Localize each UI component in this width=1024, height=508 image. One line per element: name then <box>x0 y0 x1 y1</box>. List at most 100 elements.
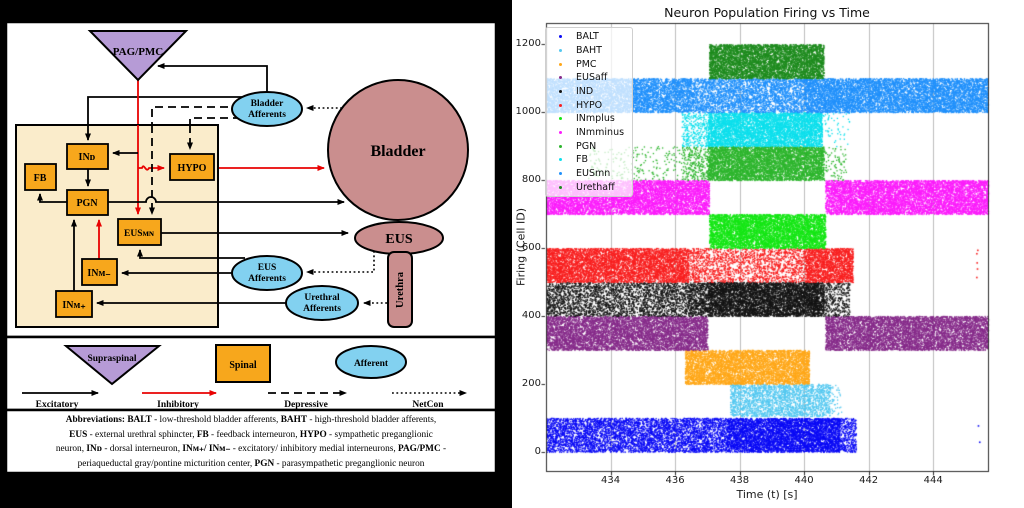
supraspinal-legend-label: Supraspinal <box>87 354 136 364</box>
legend-marker-icon <box>559 48 562 52</box>
connectors-inner <box>37 125 218 306</box>
legend-marker-icon <box>559 185 562 189</box>
edge-bladderaff-to-pagpmc <box>157 63 268 92</box>
x-axis-label: Time (t) [s] <box>736 488 798 501</box>
x-tick-label: 444 <box>923 475 943 486</box>
abbreviation-line: periaqueductal gray/pontine micturition … <box>77 458 425 469</box>
legend-item: INmplus <box>546 112 632 125</box>
fb-node <box>24 163 57 191</box>
y-tick-label: 1200 <box>515 38 541 50</box>
bladder-afferents-node <box>231 91 303 127</box>
edge-eusaff-to-eusmn-inner <box>137 249 218 259</box>
bladder-node <box>327 79 469 221</box>
abbreviation-line: neuron, INᴅ - dorsal interneuron, INᴍ₊/ … <box>55 444 447 454</box>
hypo-label: HYPO <box>178 163 207 174</box>
ind-node <box>66 143 109 170</box>
urethral-afferents-label-1: Urethral <box>304 293 340 303</box>
eusmn-node <box>117 218 162 246</box>
spinal-legend-label: Spinal <box>229 360 256 371</box>
eus-label: EUS <box>385 232 412 247</box>
legend-label: INmminus <box>576 126 625 138</box>
legend-label: EUSaff <box>576 72 608 84</box>
afferent-legend-shape <box>335 345 407 379</box>
depressive-legend-label: Depressive <box>284 400 328 410</box>
raster-plot-panel: Neuron Population Firing vs Time Time (t… <box>512 0 1024 508</box>
legend-label: BALT <box>576 31 599 43</box>
eusmn-label: EUSᴍɴ <box>124 229 154 239</box>
legend-item: EUSaff <box>546 71 632 84</box>
edge-pgn-to-fb-inner <box>37 193 67 203</box>
legend-item: FB <box>546 153 632 166</box>
legend-marker-icon <box>559 103 562 107</box>
legend-label: Urethaff <box>576 181 615 193</box>
legend-marker-icon <box>559 130 562 134</box>
legend-label: PMC <box>576 58 597 70</box>
legend-marker-icon <box>559 144 562 148</box>
interneuron-boxes: INᴅ FB PGN HYPO EUSᴍɴ INᴍ₋ INᴍ₊ <box>24 143 215 318</box>
hypo-node <box>169 153 215 181</box>
pgn-node <box>66 189 109 216</box>
inm-minus-label: INᴍ₋ <box>87 268 110 279</box>
x-tick-label: 442 <box>859 475 879 486</box>
legend-item: Urethaff <box>546 181 632 194</box>
bladder-afferents-label-2: Afferents <box>248 110 286 120</box>
edge-pgn-to-bladder-inner <box>108 196 218 203</box>
x-tick-label: 436 <box>665 475 685 486</box>
abbreviations-frame <box>4 408 498 475</box>
circuit-diagram: PAG/PMC Bladder Afferents Bladder EUS Ur… <box>4 22 498 475</box>
urethra-label: Urethra <box>395 271 406 308</box>
legend-marker-icon <box>559 117 562 121</box>
inm-minus-node <box>81 258 118 286</box>
urethral-afferents-node <box>285 285 359 321</box>
bladder-afferents-label-1: Bladder <box>251 99 285 109</box>
abbreviation-line: EUS - external urethral sphincter, FB - … <box>69 429 433 440</box>
y-tick-label: 600 <box>521 241 541 253</box>
inhibitory-legend-label: Inhibitory <box>157 400 199 410</box>
abbreviation-line: Abbreviations: BALT - low-threshold blad… <box>65 415 437 425</box>
y-tick-label: 400 <box>521 309 541 321</box>
pgn-label: PGN <box>76 198 98 209</box>
legend-marker-icon <box>559 89 562 93</box>
y-tick-label: 800 <box>521 173 541 185</box>
circuit-diagram-panel: PAG/PMC Bladder Afferents Bladder EUS Ur… <box>4 22 498 475</box>
pag-pmc-label: PAG/PMC <box>113 46 164 58</box>
eus-afferents-node <box>231 255 303 291</box>
y-tick-label: 0 <box>534 445 541 457</box>
legend-item: IND <box>546 85 632 98</box>
inm-plus-node <box>55 290 93 318</box>
legend-label: INmplus <box>576 113 615 125</box>
y-tick-label: 200 <box>521 377 541 389</box>
bladder-label: Bladder <box>370 143 425 160</box>
spinal-legend-shape <box>215 344 271 383</box>
legend-marker-icon <box>559 76 562 80</box>
legend-item: HYPO <box>546 99 632 112</box>
legend-label: BAHT <box>576 44 602 56</box>
ind-label: INᴅ <box>79 152 96 163</box>
x-tick-label: 438 <box>730 475 750 486</box>
supraspinal-legend-shape <box>63 345 162 386</box>
legend-label: EUSmn <box>576 167 611 179</box>
legend-item: EUSmn <box>546 167 632 180</box>
legend-marker-icon <box>559 62 562 66</box>
legend-marker-icon <box>559 171 562 175</box>
legend-marker-icon <box>559 35 562 39</box>
legend-label: IND <box>576 85 594 97</box>
urethral-afferents-label-2: Afferents <box>303 304 341 314</box>
legend-item: BALT <box>546 30 632 43</box>
legend-label: HYPO <box>576 99 603 111</box>
legend-label: FB <box>576 154 588 166</box>
edge-pagpmc-to-hypo-inner <box>138 165 165 171</box>
legend-item: BAHT <box>546 44 632 57</box>
netcon-legend-label: NetCon <box>412 400 444 410</box>
legend-item: PGN <box>546 140 632 153</box>
excitatory-legend-label: Excitatory <box>36 400 79 410</box>
legend-item: INmminus <box>546 126 632 139</box>
legend: BALT BAHT PMC EUSaff IND HYPO INmplus INmminus P… <box>545 27 633 197</box>
chart-title: Neuron Population Firing vs Time <box>664 5 870 20</box>
inm-plus-label: INᴍ₊ <box>62 300 85 311</box>
fb-label: FB <box>34 173 47 184</box>
pag-pmc-node <box>87 30 189 82</box>
y-tick-label: 1000 <box>515 105 541 117</box>
x-tick-label: 440 <box>794 475 814 486</box>
